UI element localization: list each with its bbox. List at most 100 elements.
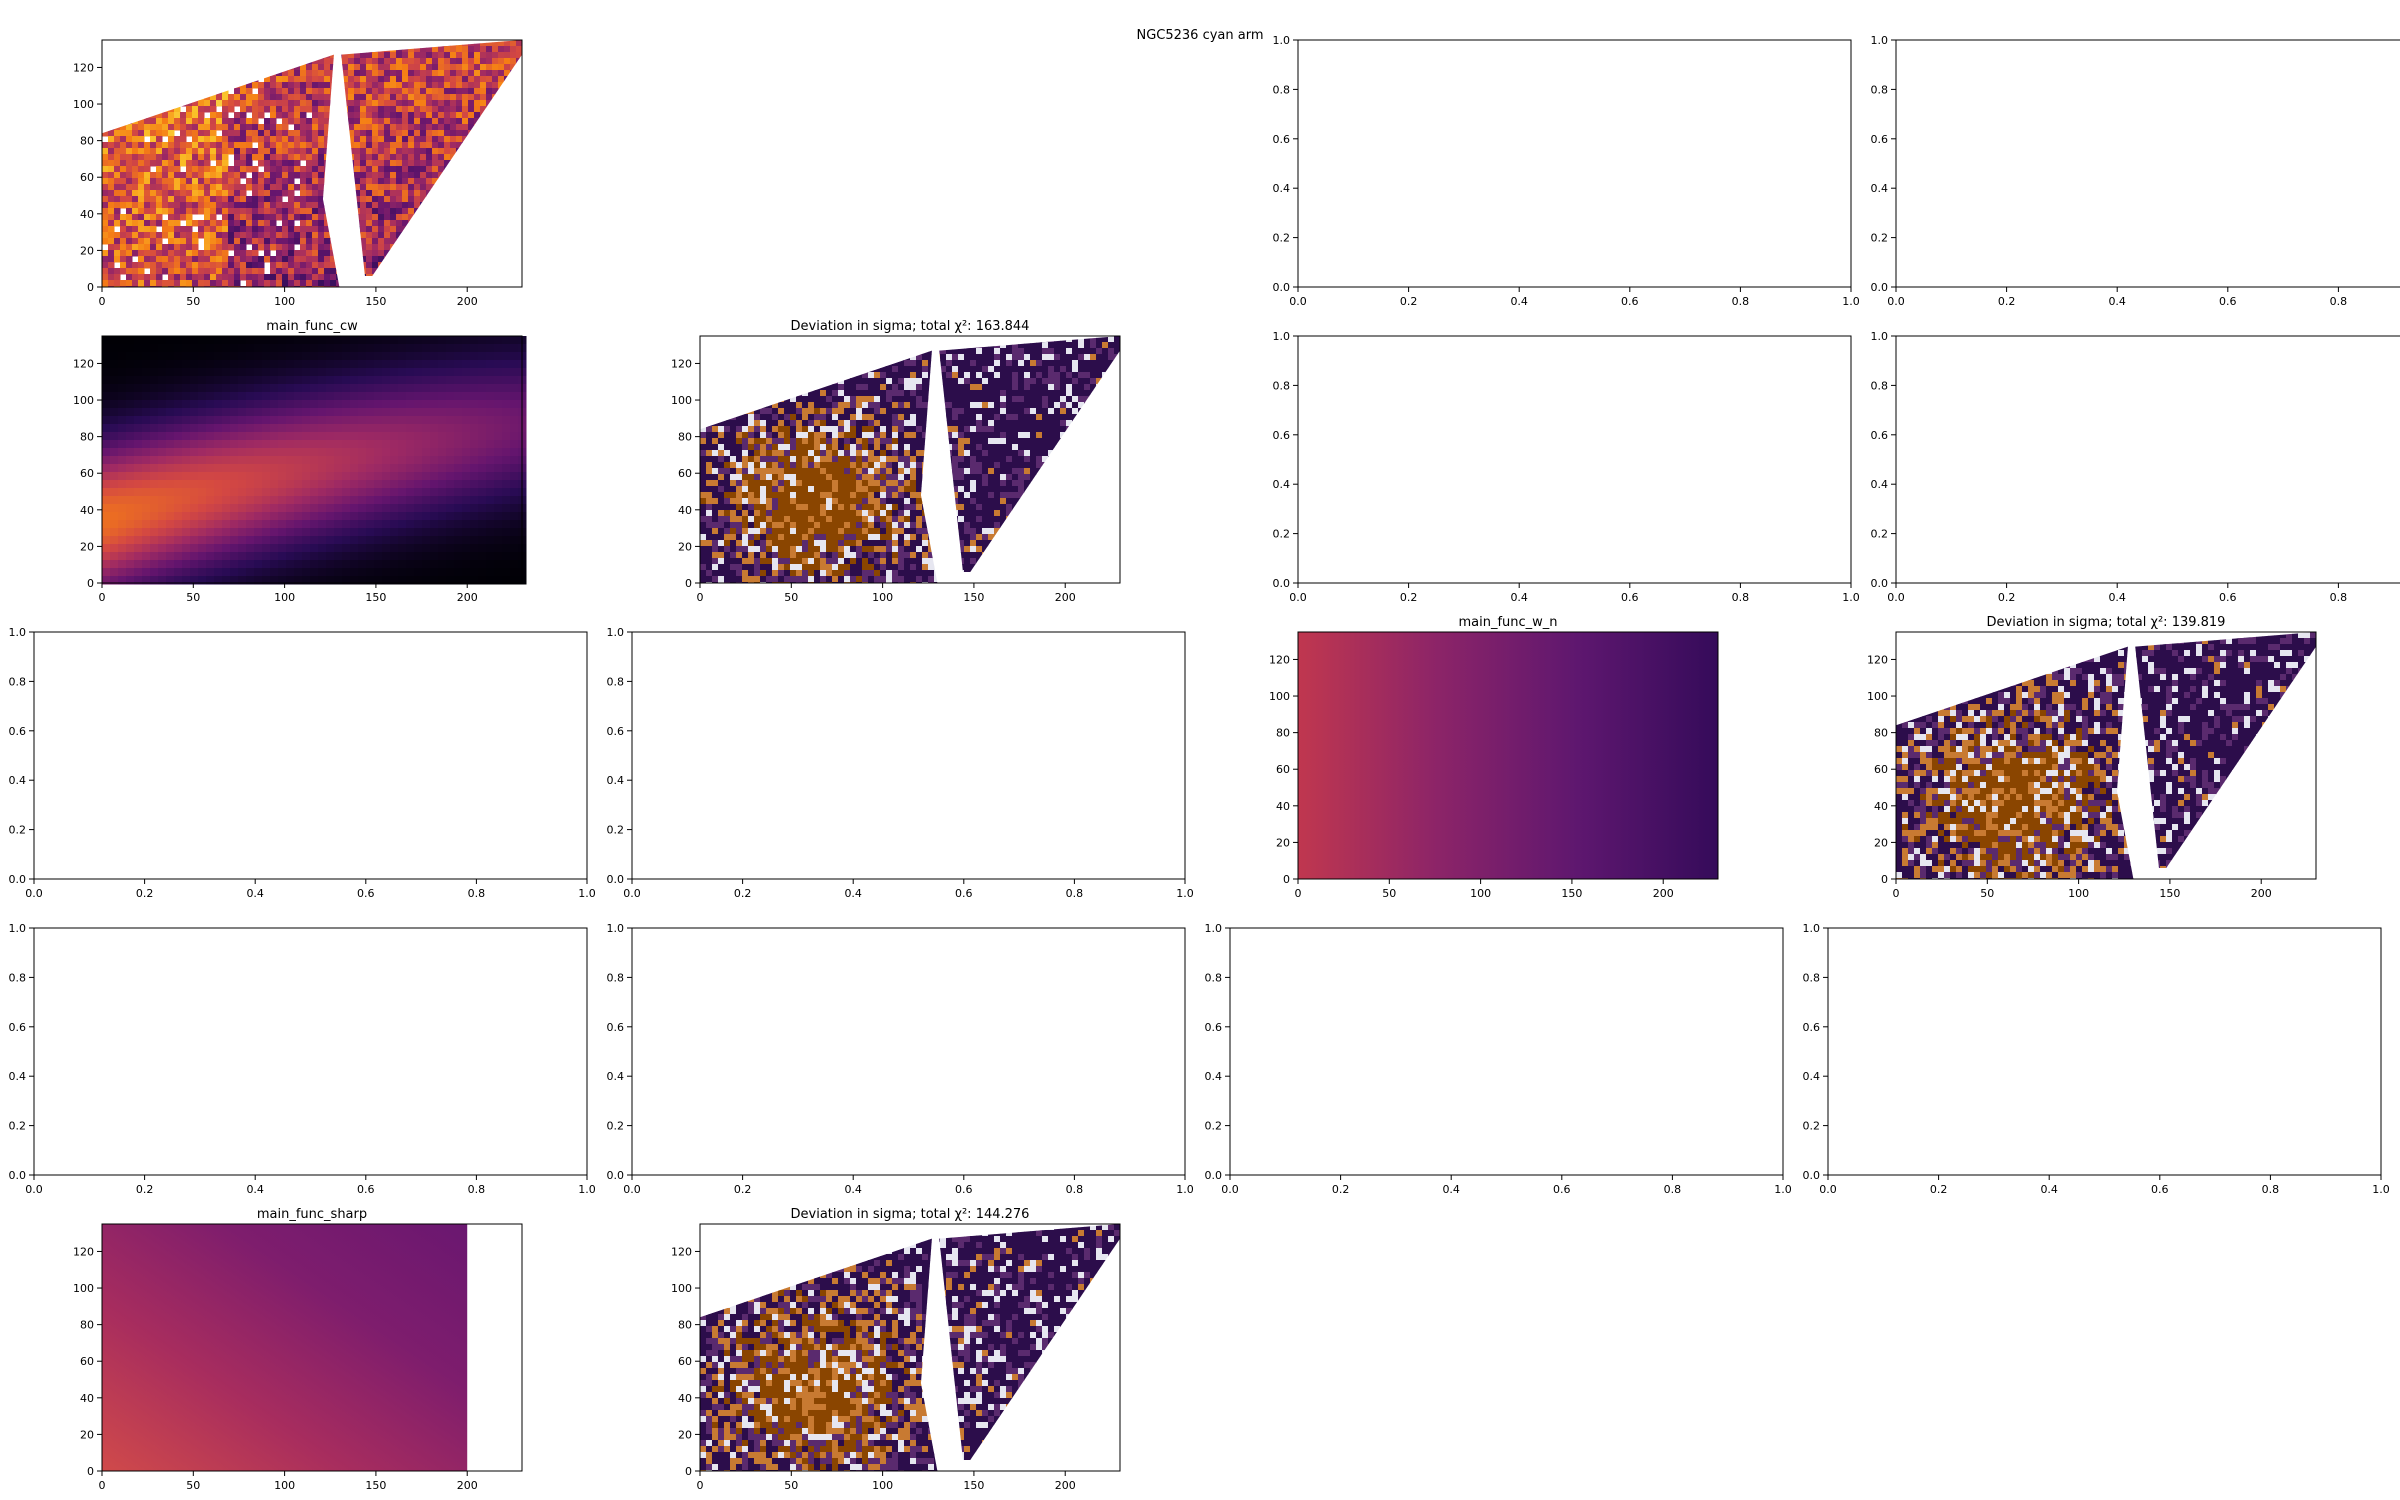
heatmap-cell [166,576,175,585]
heatmap-cell [324,46,331,53]
heatmap-cell [470,432,479,441]
heatmap-cell [1060,360,1067,367]
heatmap-cell [438,488,447,497]
heatmap-cell [802,342,809,349]
heatmap-cell [462,344,471,353]
heatmap-cell [276,64,283,71]
heatmap-cell [790,336,797,343]
heatmap-cell [282,184,289,191]
heatmap-cell [288,184,295,191]
heatmap-cell [206,400,215,409]
heatmap-cell [406,472,415,481]
heatmap-cell [278,464,287,473]
heatmap-cell [1096,336,1103,343]
heatmap-cell [438,106,445,113]
heatmap-cell [358,480,367,489]
heatmap-cell [246,552,255,561]
heatmap-cell [374,336,383,345]
heatmap-cell [454,376,463,385]
heatmap-cell [126,512,135,521]
heatmap-cell [222,232,229,239]
heatmap-cell [108,154,115,161]
heatmap-cell [470,568,479,577]
heatmap-cell [318,336,327,345]
heatmap-cell [294,76,301,83]
heatmap-cell [120,154,127,161]
heatmap-cell [246,220,253,227]
heatmap-cell [358,336,367,345]
heatmap-cell [378,154,385,161]
heatmap-cell [174,154,181,161]
heatmap-cell [126,528,135,537]
heatmap-cell [964,342,971,349]
heatmap-cell [348,196,355,203]
heatmap-cell [126,196,133,203]
heatmap-cell [216,52,223,59]
heatmap-cell [294,560,303,569]
heatmap-cell [922,342,929,349]
heatmap-cell [494,504,503,513]
3-axes-frame [101,335,523,584]
heatmap-cell [382,456,391,465]
heatmap-cell [480,142,487,149]
heatmap-cell [228,220,235,227]
heatmap-cell [874,360,881,367]
heatmap-cell [1090,354,1097,361]
heatmap-cell [278,480,287,489]
heatmap-cell [288,112,295,119]
heatmap-cell [414,488,423,497]
heatmap-cell [222,424,231,433]
heatmap-cell [462,544,471,553]
heatmap-cell [312,220,319,227]
heatmap-cell [282,202,289,209]
heatmap-cell [390,106,397,113]
heatmap-cell [204,166,211,173]
heatmap-cell [126,440,135,449]
heatmap-cell [254,576,263,585]
heatmap-cell [426,100,433,107]
heatmap-cell [406,384,415,393]
heatmap-cell [408,136,415,143]
heatmap-cell [492,178,499,185]
heatmap-cell [258,142,265,149]
heatmap-cell [844,342,851,349]
heatmap-cell [282,280,289,287]
heatmap-cell [402,70,409,77]
heatmap-cell [334,360,343,369]
heatmap-cell [150,456,159,465]
heatmap-cell [502,552,511,561]
heatmap-cell [204,244,211,251]
heatmap-cell [318,208,325,215]
heatmap-cell [114,130,121,137]
heatmap-cell [282,274,289,281]
heatmap-cell [126,416,135,425]
heatmap-cell [454,432,463,441]
heatmap-cell [430,376,439,385]
heatmap-cell [1072,348,1079,355]
heatmap-cell [414,184,421,191]
heatmap-cell [192,82,199,89]
heatmap-cell [294,268,301,275]
heatmap-cell [406,544,415,553]
heatmap-cell [282,106,289,113]
heatmap-cell [384,190,391,197]
heatmap-cell [134,560,143,569]
heatmap-cell [504,76,511,83]
heatmap-cell [486,352,495,361]
heatmap-cell [286,376,295,385]
heatmap-cell [378,88,385,95]
heatmap-cell [110,400,119,409]
heatmap-cell [478,448,487,457]
heatmap-cell [456,208,463,215]
heatmap-cell [468,88,475,95]
heatmap-cell [240,154,247,161]
heatmap-cell [138,46,145,53]
heatmap-cell [450,202,457,209]
heatmap-cell [480,184,487,191]
heatmap-cell [382,472,391,481]
heatmap-cell [414,202,421,209]
heatmap-cell [198,456,207,465]
heatmap-cell [144,100,151,107]
heatmap-cell [198,528,207,537]
heatmap-cell [126,178,133,185]
